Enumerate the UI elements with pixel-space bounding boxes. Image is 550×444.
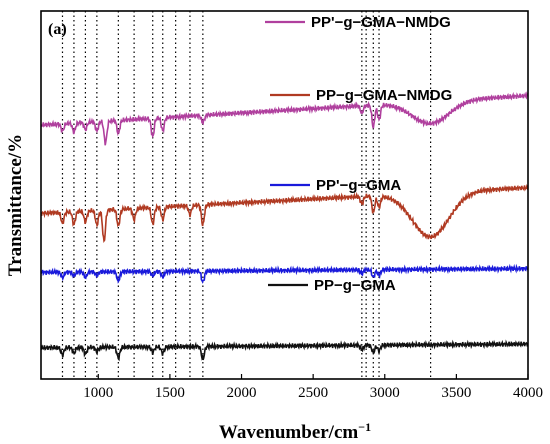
reference-lines [61,11,432,379]
legend: PP'−g−GMA−NMDG PP−g−GMA−NMDG PP'−g−GMA PP−g… [265,14,452,294]
series-line [41,339,528,362]
panel-label: (a) [48,21,67,38]
legend-label: PP'−g−GMA [316,177,401,194]
plot-frame [40,10,529,380]
x-tick-label: 2000 [227,385,257,401]
series-line [41,263,528,284]
series-layer [41,91,528,362]
x-tick-label: 3500 [441,385,471,401]
legend-label: PP−g−GMA [314,277,396,294]
x-tick-label: 1500 [155,385,185,401]
series-line [41,183,528,243]
legend-label: PP'−g−GMA−NMDG [311,14,451,31]
legend-label: PP−g−GMA−NMDG [316,87,452,104]
x-axis-ticks: 1000 1500 2000 2500 3000 3500 4000 [83,374,543,401]
x-tick-label: 1000 [83,385,113,401]
x-tick-label: 3000 [370,385,400,401]
x-axis-title: Wavenumber/cm−1 [219,420,371,443]
x-tick-label: 4000 [513,385,543,401]
series-line [41,91,528,146]
x-tick-label: 2500 [298,385,328,401]
y-axis-title: Transmittance/% [5,134,26,276]
